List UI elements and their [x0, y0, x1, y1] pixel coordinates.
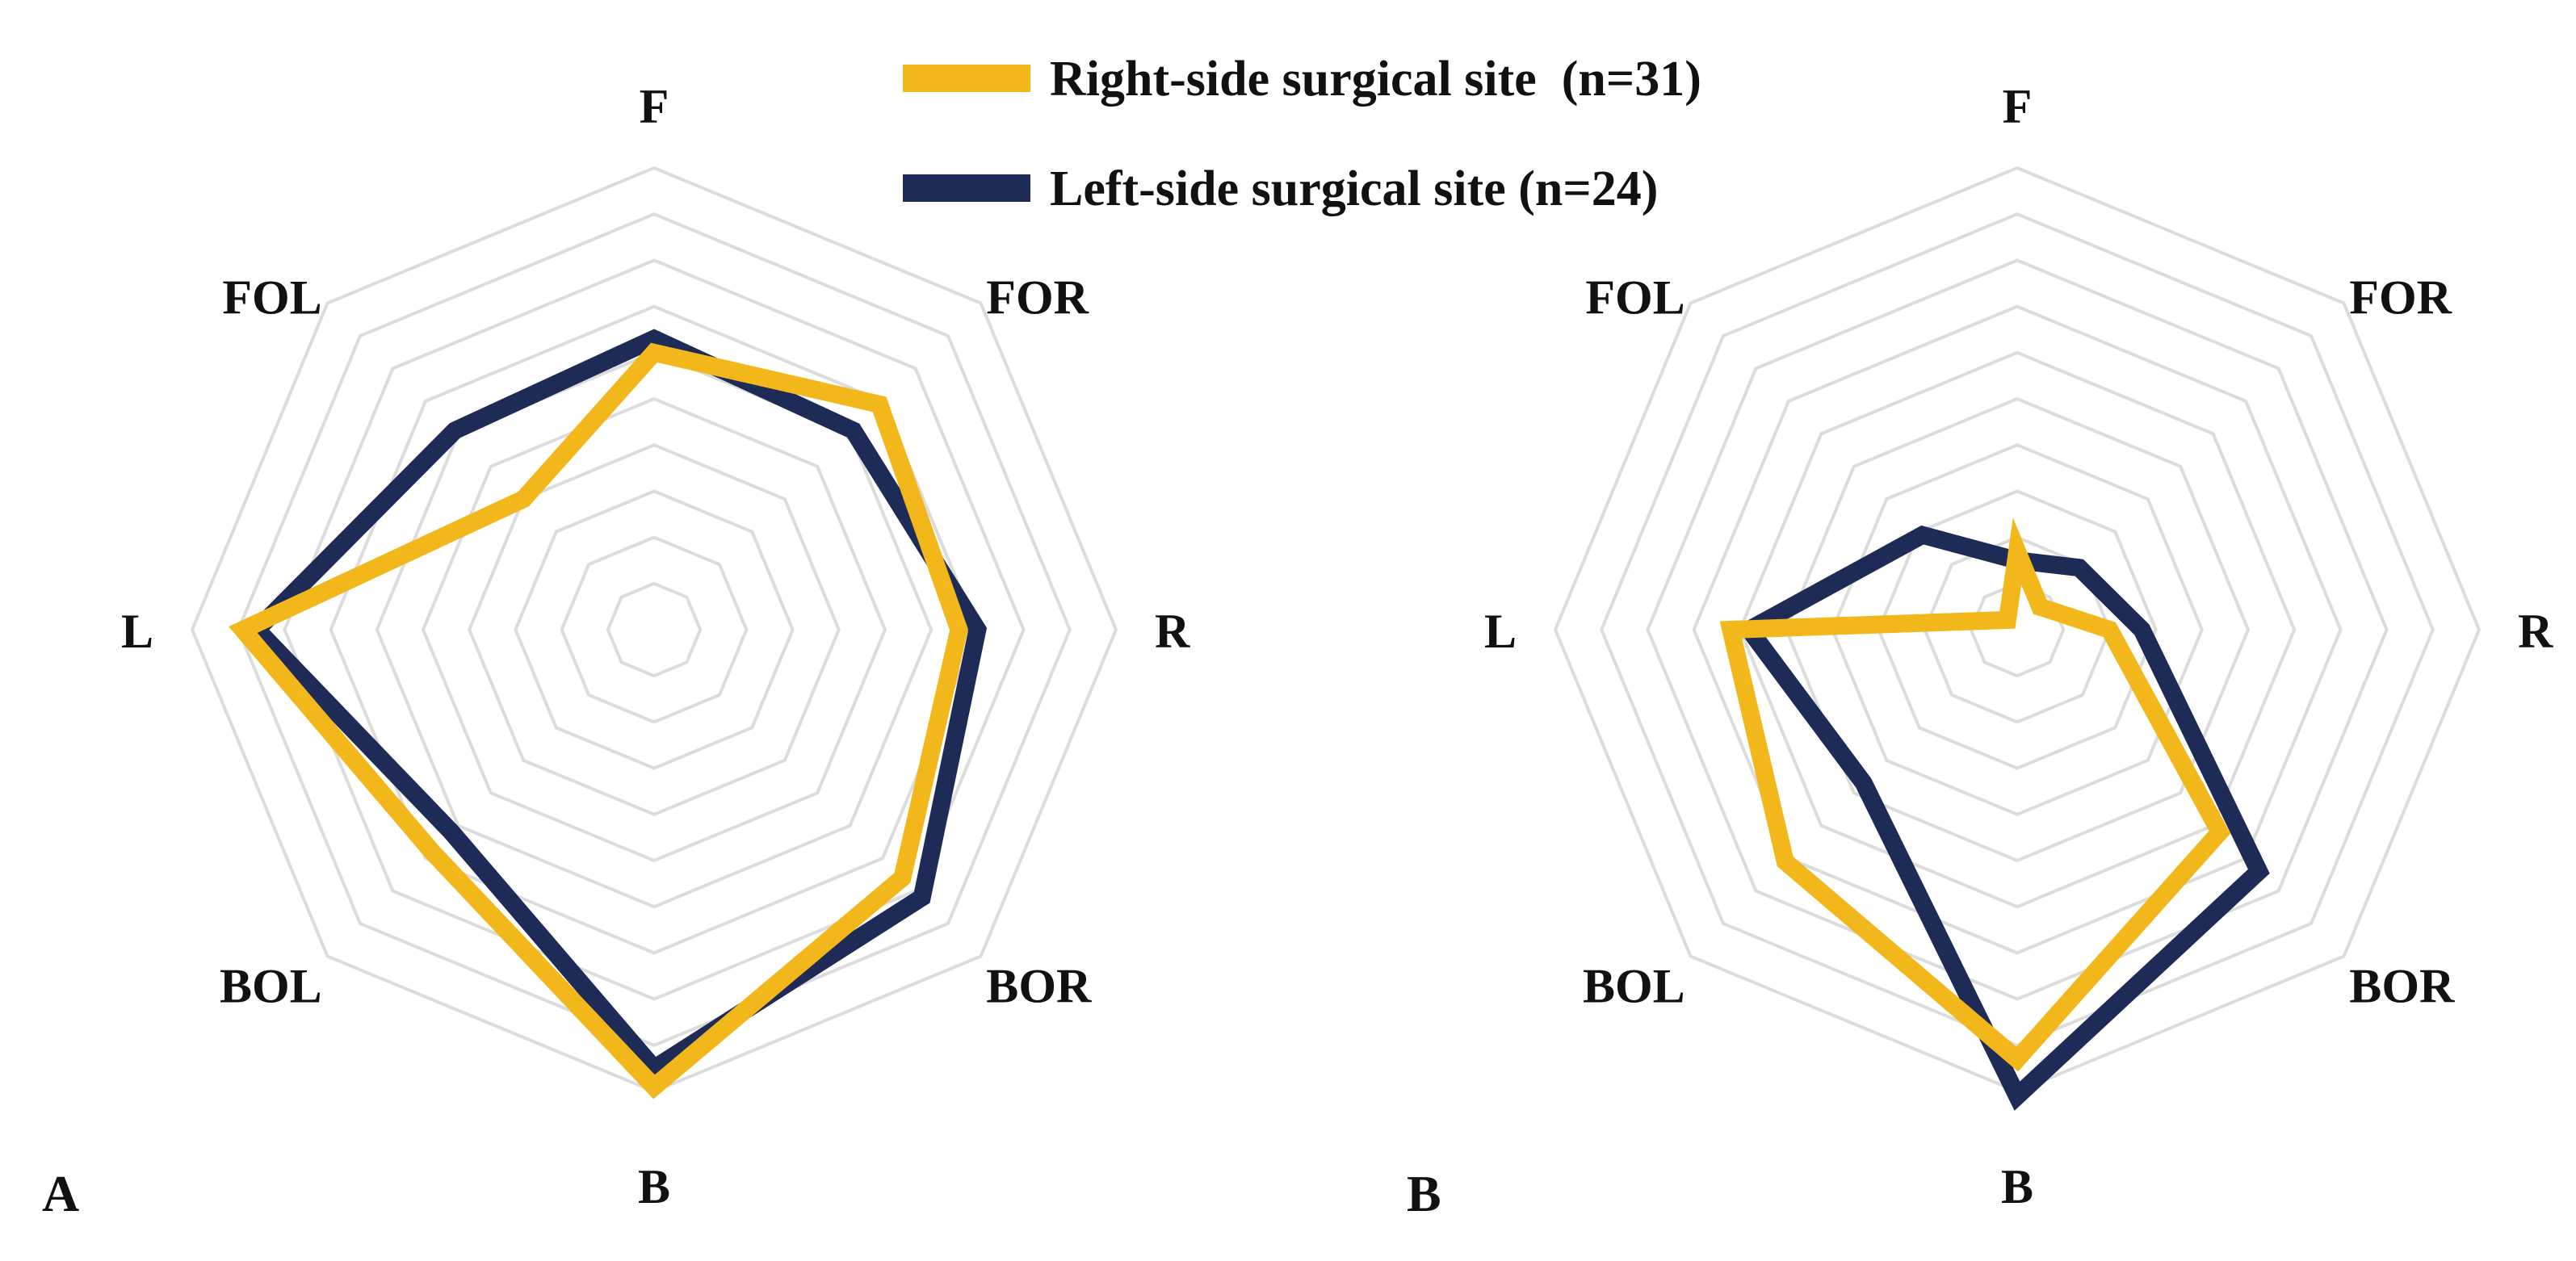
radar-chart-a: F FOR R BOR B BOL L FOL A: [42, 80, 1190, 1222]
grid-ring: [283, 258, 1026, 1001]
series-left-side-line: [1735, 525, 2270, 1111]
axis-label-f: F: [640, 80, 669, 133]
radar-chart-b: F FOR R BOR B BOL L FOL B: [1407, 80, 2553, 1222]
axis-label-bor: BOR: [986, 959, 1092, 1012]
legend-swatch-right-side: [903, 65, 1030, 92]
axis-label-for: FOR: [986, 271, 1089, 325]
axis-label-r: R: [2518, 605, 2553, 658]
grid-ring: [514, 489, 795, 770]
grid-ring: [560, 535, 749, 724]
axis-label-fol: FOL: [222, 271, 321, 325]
axis-label-f: F: [2003, 80, 2033, 133]
grid-ring: [1831, 443, 2204, 816]
axis-label-fol: FOL: [1585, 271, 1684, 325]
axis-label-bol: BOL: [1583, 959, 1685, 1012]
axis-label-for: FOR: [2349, 271, 2452, 325]
axis-label-l: L: [1484, 605, 1517, 658]
panel-label-a: A: [42, 1165, 79, 1222]
grid-ring: [375, 350, 933, 909]
axis-label-r: R: [1155, 605, 1190, 658]
legend-label-right-side: Right-side surgical site (n=31): [1050, 52, 1701, 107]
legend-label-left-side: Left-side surgical site (n=24): [1050, 161, 1658, 216]
grid-ring: [468, 443, 841, 816]
axis-label-bol: BOL: [220, 959, 322, 1012]
legend: Right-side surgical site (n=31) Left-sid…: [903, 52, 1701, 216]
grid-ring: [1692, 304, 2343, 955]
panel-label-b: B: [1407, 1165, 1441, 1222]
grid-ring: [421, 396, 887, 863]
grid-ring: [606, 581, 703, 678]
axis-label-b: B: [638, 1160, 670, 1213]
grid-ring: [1784, 396, 2251, 863]
axis-label-bor: BOR: [2349, 959, 2455, 1012]
grid-ring: [1877, 489, 2158, 770]
grid-ring: [1600, 212, 2435, 1047]
axis-label-l: L: [121, 605, 153, 658]
grid-ring: [1646, 258, 2389, 1001]
series-left-side-line: [244, 329, 988, 1080]
grid-ring: [237, 212, 1072, 1047]
grid-ring: [1738, 350, 2297, 909]
series-right-side-line: [1719, 517, 2231, 1072]
series-right-side-line: [229, 342, 968, 1100]
legend-swatch-left-side: [903, 174, 1030, 202]
axis-label-b: B: [2001, 1160, 2033, 1213]
